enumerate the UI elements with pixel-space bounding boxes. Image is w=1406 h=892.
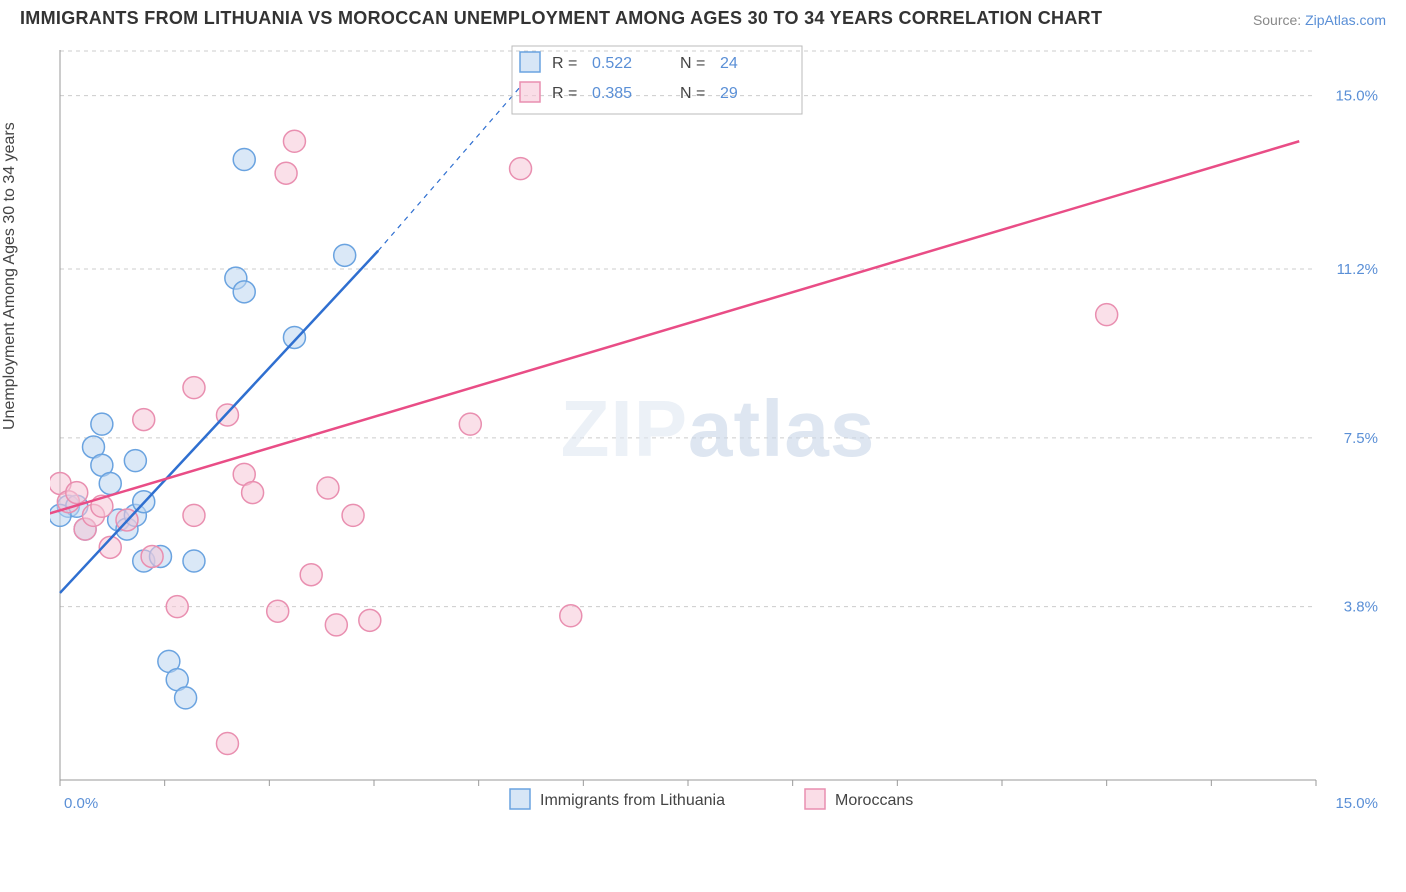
point-moroccans [342, 504, 364, 526]
chart-title: IMMIGRANTS FROM LITHUANIA VS MOROCCAN UN… [20, 8, 1102, 29]
trend-line-dash-lithuania [378, 87, 520, 251]
legend-n-label: N = [680, 55, 705, 72]
chart-area: 3.8% 7.5% 11.2% 15.0% 0.0% 15.0% ZIPatlas R = 0.… [50, 40, 1386, 840]
source-prefix: Source: [1253, 12, 1305, 28]
point-moroccans [183, 504, 205, 526]
point-lithuania [283, 326, 305, 348]
point-moroccans [359, 609, 381, 631]
source-link[interactable]: ZipAtlas.com [1305, 12, 1386, 28]
point-moroccans [560, 605, 582, 627]
legend-swatch-moroccans [520, 82, 540, 102]
point-moroccans [242, 482, 264, 504]
point-moroccans [66, 482, 88, 504]
y-axis-label: Unemployment Among Ages 30 to 34 years [1, 122, 19, 430]
y-tick-label: 7.5% [1344, 430, 1378, 447]
point-moroccans [183, 377, 205, 399]
legend-r-value-lithuania: 0.522 [592, 55, 632, 72]
point-moroccans [275, 162, 297, 184]
legend-n-value-lithuania: 24 [720, 55, 738, 72]
bottom-legend-swatch-moroccans [805, 789, 825, 809]
legend-n-value-moroccans: 29 [720, 85, 738, 102]
point-lithuania [91, 413, 113, 435]
point-moroccans [216, 733, 238, 755]
bottom-legend-swatch-lithuania [510, 789, 530, 809]
y-tick-label: 15.0% [1335, 88, 1378, 105]
point-lithuania [175, 687, 197, 709]
legend-r-value-moroccans: 0.385 [592, 85, 632, 102]
point-moroccans [1096, 304, 1118, 326]
point-moroccans [325, 614, 347, 636]
legend-swatch-lithuania [520, 52, 540, 72]
legend-r-label: R = [552, 85, 577, 102]
point-moroccans [317, 477, 339, 499]
point-lithuania [233, 281, 255, 303]
bottom-legend-label-moroccans: Moroccans [835, 792, 913, 809]
point-lithuania [183, 550, 205, 572]
point-moroccans [166, 596, 188, 618]
point-moroccans [141, 545, 163, 567]
watermark: ZIPatlas [561, 384, 876, 473]
point-moroccans [510, 158, 532, 180]
point-moroccans [283, 130, 305, 152]
x-tick-max: 15.0% [1335, 795, 1378, 812]
point-lithuania [334, 244, 356, 266]
point-moroccans [300, 564, 322, 586]
y-tick-label: 11.2% [1337, 261, 1378, 278]
chart-svg: 3.8% 7.5% 11.2% 15.0% 0.0% 15.0% ZIPatlas R = 0.… [50, 40, 1386, 840]
point-lithuania [124, 450, 146, 472]
legend-n-label: N = [680, 85, 705, 102]
source-attribution: Source: ZipAtlas.com [1253, 12, 1386, 28]
point-lithuania [99, 472, 121, 494]
x-tick-min: 0.0% [64, 795, 98, 812]
y-tick-label: 3.8% [1344, 599, 1378, 616]
point-moroccans [133, 409, 155, 431]
point-lithuania [233, 149, 255, 171]
legend-r-label: R = [552, 55, 577, 72]
point-moroccans [459, 413, 481, 435]
bottom-legend-label-lithuania: Immigrants from Lithuania [540, 792, 725, 809]
point-moroccans [267, 600, 289, 622]
